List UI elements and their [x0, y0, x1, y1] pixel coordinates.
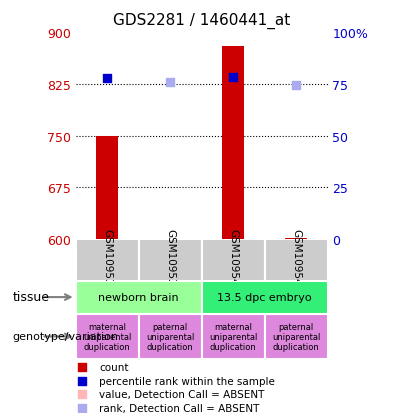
Point	[301, 90, 308, 97]
Text: GSM109532: GSM109532	[165, 229, 175, 292]
Point	[293, 82, 299, 89]
Point	[301, 334, 308, 341]
Text: 13.5 dpc embryo: 13.5 dpc embryo	[217, 292, 312, 302]
FancyBboxPatch shape	[76, 240, 139, 281]
Text: rank, Detection Call = ABSENT: rank, Detection Call = ABSENT	[99, 403, 260, 413]
Bar	[285, 238, 307, 240]
Point	[301, 212, 308, 218]
FancyBboxPatch shape	[139, 240, 202, 281]
Text: paternal
uniparental
duplication: paternal uniparental duplication	[272, 322, 320, 351]
Text: maternal
uniparental
duplication: maternal uniparental duplication	[209, 322, 257, 351]
FancyBboxPatch shape	[202, 314, 265, 359]
FancyBboxPatch shape	[265, 314, 328, 359]
Text: GSM109531: GSM109531	[102, 229, 112, 292]
FancyBboxPatch shape	[202, 281, 328, 314]
Text: maternal
uniparental
duplication: maternal uniparental duplication	[83, 322, 131, 351]
Text: percentile rank within the sample: percentile rank within the sample	[99, 376, 275, 386]
FancyBboxPatch shape	[76, 281, 202, 314]
Text: GSM109548: GSM109548	[291, 229, 301, 292]
Text: paternal
uniparental
duplication: paternal uniparental duplication	[146, 322, 194, 351]
Bar	[222, 47, 244, 240]
Point	[167, 79, 173, 86]
Point	[104, 76, 110, 83]
FancyBboxPatch shape	[265, 240, 328, 281]
Point	[230, 74, 236, 81]
Text: GSM109547: GSM109547	[228, 229, 238, 292]
Text: genotype/variation: genotype/variation	[13, 332, 118, 342]
Text: newborn brain: newborn brain	[98, 292, 179, 302]
Text: count: count	[99, 362, 129, 373]
FancyBboxPatch shape	[202, 240, 265, 281]
Title: GDS2281 / 1460441_at: GDS2281 / 1460441_at	[113, 13, 290, 29]
FancyBboxPatch shape	[76, 314, 139, 359]
Text: value, Detection Call = ABSENT: value, Detection Call = ABSENT	[99, 389, 265, 399]
Bar	[96, 136, 118, 240]
FancyBboxPatch shape	[139, 314, 202, 359]
Text: tissue: tissue	[13, 290, 50, 304]
